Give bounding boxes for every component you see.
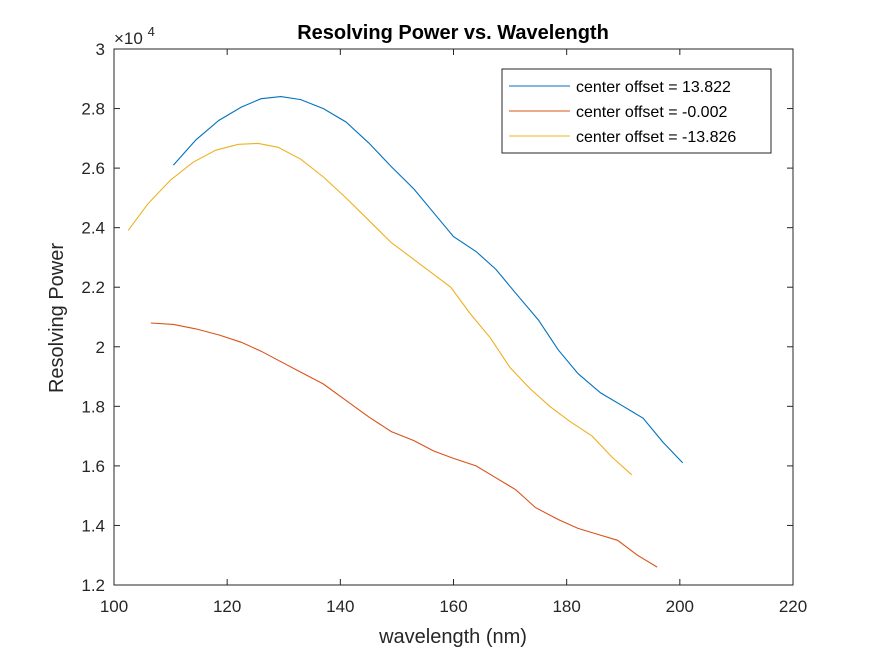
x-axis-label: wavelength (nm) — [378, 626, 527, 648]
x-tick-label: 180 — [552, 597, 580, 616]
x-tick-label: 160 — [439, 597, 467, 616]
x-tick-label: 140 — [326, 597, 354, 616]
y-exponent-label: ×10 4 — [114, 24, 155, 48]
legend-label-2: center offset = -0.002 — [576, 104, 727, 121]
y-exponent-base: ×10 — [114, 29, 143, 48]
y-tick-label: 1.4 — [81, 516, 105, 535]
y-tick-label: 1.6 — [81, 457, 105, 476]
legend: center offset = 13.822 center offset = -0… — [501, 68, 772, 154]
y-tick-label: 1.8 — [81, 397, 105, 416]
x-tick-label: 200 — [666, 597, 694, 616]
y-axis-label: Resolving Power — [46, 243, 68, 393]
y-exponent-power: 4 — [148, 24, 155, 39]
y-tick-label: 2.4 — [81, 219, 105, 238]
chart-title: Resolving Power vs. Wavelength — [297, 22, 609, 44]
y-tick-label: 3 — [96, 40, 105, 59]
x-tick-label: 120 — [213, 597, 241, 616]
axis-ticks: 100 120 140 160 180 200 220 1.2 1.4 1.6 1.8 2 2.2 2.4… — [81, 40, 807, 616]
y-tick-label: 2.6 — [81, 159, 105, 178]
series-lines — [127, 96, 684, 568]
series-line-3 — [127, 142, 633, 476]
legend-label-3: center offset = -13.826 — [576, 129, 736, 146]
series-line-1 — [172, 96, 684, 464]
y-tick-label: 2 — [96, 338, 105, 357]
series-line-2 — [150, 322, 658, 568]
y-tick-label: 2.2 — [81, 278, 105, 297]
x-tick-label: 100 — [100, 597, 128, 616]
y-tick-label: 2.8 — [81, 100, 105, 119]
legend-label-1: center offset = 13.822 — [576, 79, 731, 96]
y-tick-label: 1.2 — [81, 576, 105, 595]
x-tick-label: 220 — [779, 597, 807, 616]
